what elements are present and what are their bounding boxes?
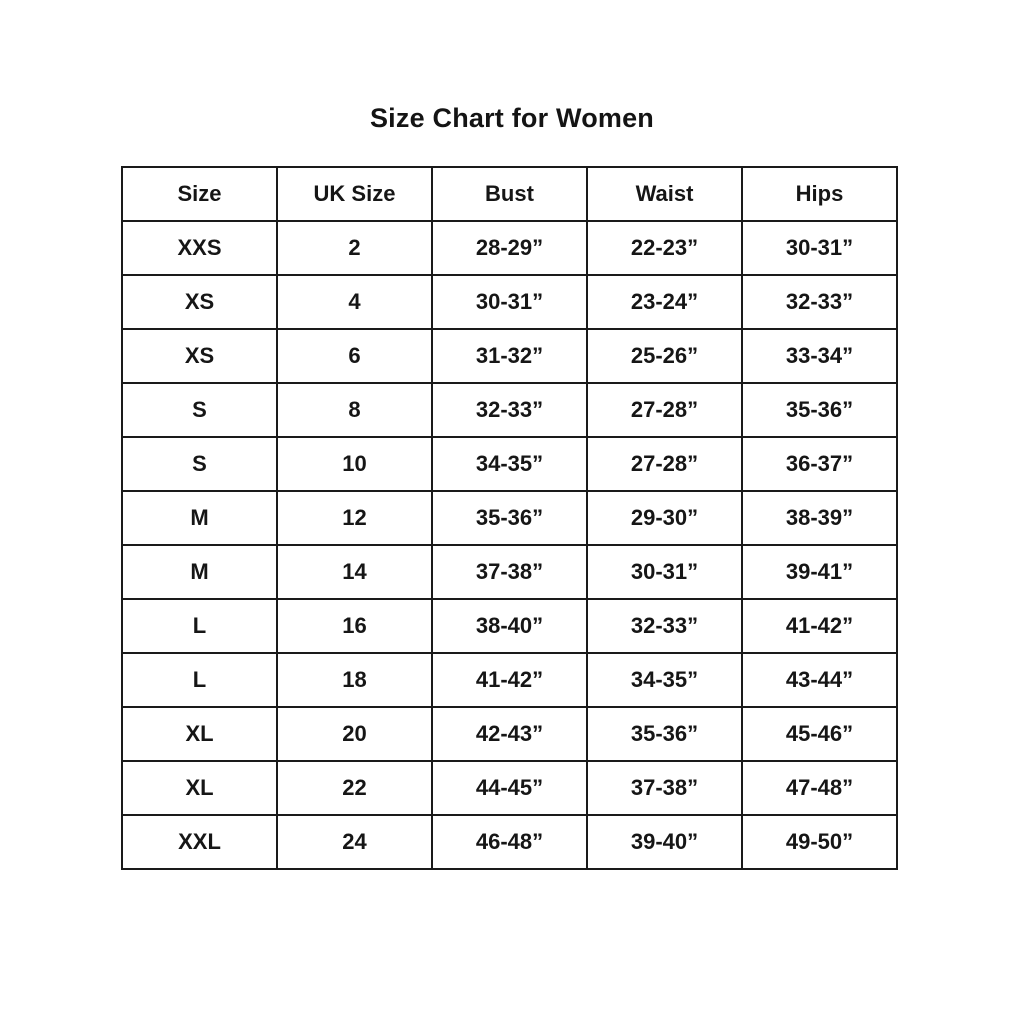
table-cell: 28-29”	[431, 220, 588, 276]
table-cell: 42-43”	[431, 706, 588, 762]
table-cell: M	[121, 544, 278, 600]
table-row: M 12 35-36” 29-30” 38-39”	[121, 490, 898, 546]
table-cell: XXS	[121, 220, 278, 276]
table-cell: 37-38”	[431, 544, 588, 600]
table-cell: S	[121, 382, 278, 438]
table-cell: 45-46”	[741, 706, 898, 762]
table-cell: 32-33”	[741, 274, 898, 330]
table-cell: 22-23”	[586, 220, 743, 276]
table-row: XS 6 31-32” 25-26” 33-34”	[121, 328, 898, 384]
table-cell: XL	[121, 706, 278, 762]
table-cell: 25-26”	[586, 328, 743, 384]
column-header-hips: Hips	[741, 166, 898, 222]
table-cell: M	[121, 490, 278, 546]
table-cell: 27-28”	[586, 436, 743, 492]
table-cell: 31-32”	[431, 328, 588, 384]
table-cell: 35-36”	[586, 706, 743, 762]
table-cell: 34-35”	[586, 652, 743, 708]
table-row: M 14 37-38” 30-31” 39-41”	[121, 544, 898, 600]
table-row: XS 4 30-31” 23-24” 32-33”	[121, 274, 898, 330]
table-cell: 37-38”	[586, 760, 743, 816]
column-header-waist: Waist	[586, 166, 743, 222]
table-row: S 8 32-33” 27-28” 35-36”	[121, 382, 898, 438]
table-body: XXS 2 28-29” 22-23” 30-31” XS 4 30-31” 23-24” 32-…	[121, 220, 898, 870]
table-cell: 41-42”	[741, 598, 898, 654]
table-cell: 29-30”	[586, 490, 743, 546]
column-header-size: Size	[121, 166, 278, 222]
table-cell: 43-44”	[741, 652, 898, 708]
table-row: XL 22 44-45” 37-38” 47-48”	[121, 760, 898, 816]
table-cell: 49-50”	[741, 814, 898, 870]
table-cell: XL	[121, 760, 278, 816]
table-cell: 33-34”	[741, 328, 898, 384]
table-cell: 30-31”	[586, 544, 743, 600]
table-row: XL 20 42-43” 35-36” 45-46”	[121, 706, 898, 762]
table-cell: 4	[276, 274, 433, 330]
column-header-uk-size: UK Size	[276, 166, 433, 222]
table-row: L 18 41-42” 34-35” 43-44”	[121, 652, 898, 708]
table-cell: 44-45”	[431, 760, 588, 816]
size-chart-table: Size UK Size Bust Waist Hips XXS 2 28-29” 2…	[121, 166, 898, 870]
table-cell: 38-39”	[741, 490, 898, 546]
page-title: Size Chart for Women	[369, 103, 655, 133]
table-cell: 30-31”	[741, 220, 898, 276]
table-cell: 41-42”	[431, 652, 588, 708]
table-cell: 47-48”	[741, 760, 898, 816]
table-cell: 8	[276, 382, 433, 438]
table-row: L 16 38-40” 32-33” 41-42”	[121, 598, 898, 654]
table-cell: 18	[276, 652, 433, 708]
table-cell: S	[121, 436, 278, 492]
table-cell: L	[121, 652, 278, 708]
table-cell: 24	[276, 814, 433, 870]
table-cell: 22	[276, 760, 433, 816]
table-cell: 16	[276, 598, 433, 654]
table-cell: XS	[121, 328, 278, 384]
table-cell: 39-41”	[741, 544, 898, 600]
column-header-bust: Bust	[431, 166, 588, 222]
table-cell: 12	[276, 490, 433, 546]
table-cell: L	[121, 598, 278, 654]
table-cell: 32-33”	[586, 598, 743, 654]
table-cell: 23-24”	[586, 274, 743, 330]
table-cell: 35-36”	[431, 490, 588, 546]
table-row: XXL 24 46-48” 39-40” 49-50”	[121, 814, 898, 870]
table-cell: 27-28”	[586, 382, 743, 438]
table-cell: 39-40”	[586, 814, 743, 870]
table-row: XXS 2 28-29” 22-23” 30-31”	[121, 220, 898, 276]
table-cell: 20	[276, 706, 433, 762]
table-cell: 38-40”	[431, 598, 588, 654]
table-cell: 35-36”	[741, 382, 898, 438]
table-cell: 10	[276, 436, 433, 492]
table-cell: 30-31”	[431, 274, 588, 330]
table-row: S 10 34-35” 27-28” 36-37”	[121, 436, 898, 492]
table-cell: 2	[276, 220, 433, 276]
table-cell: 46-48”	[431, 814, 588, 870]
table-cell: 34-35”	[431, 436, 588, 492]
table-cell: XS	[121, 274, 278, 330]
table-cell: 14	[276, 544, 433, 600]
table-cell: 32-33”	[431, 382, 588, 438]
table-cell: XXL	[121, 814, 278, 870]
header-row: Size UK Size Bust Waist Hips	[121, 166, 898, 222]
table-cell: 6	[276, 328, 433, 384]
table-cell: 36-37”	[741, 436, 898, 492]
